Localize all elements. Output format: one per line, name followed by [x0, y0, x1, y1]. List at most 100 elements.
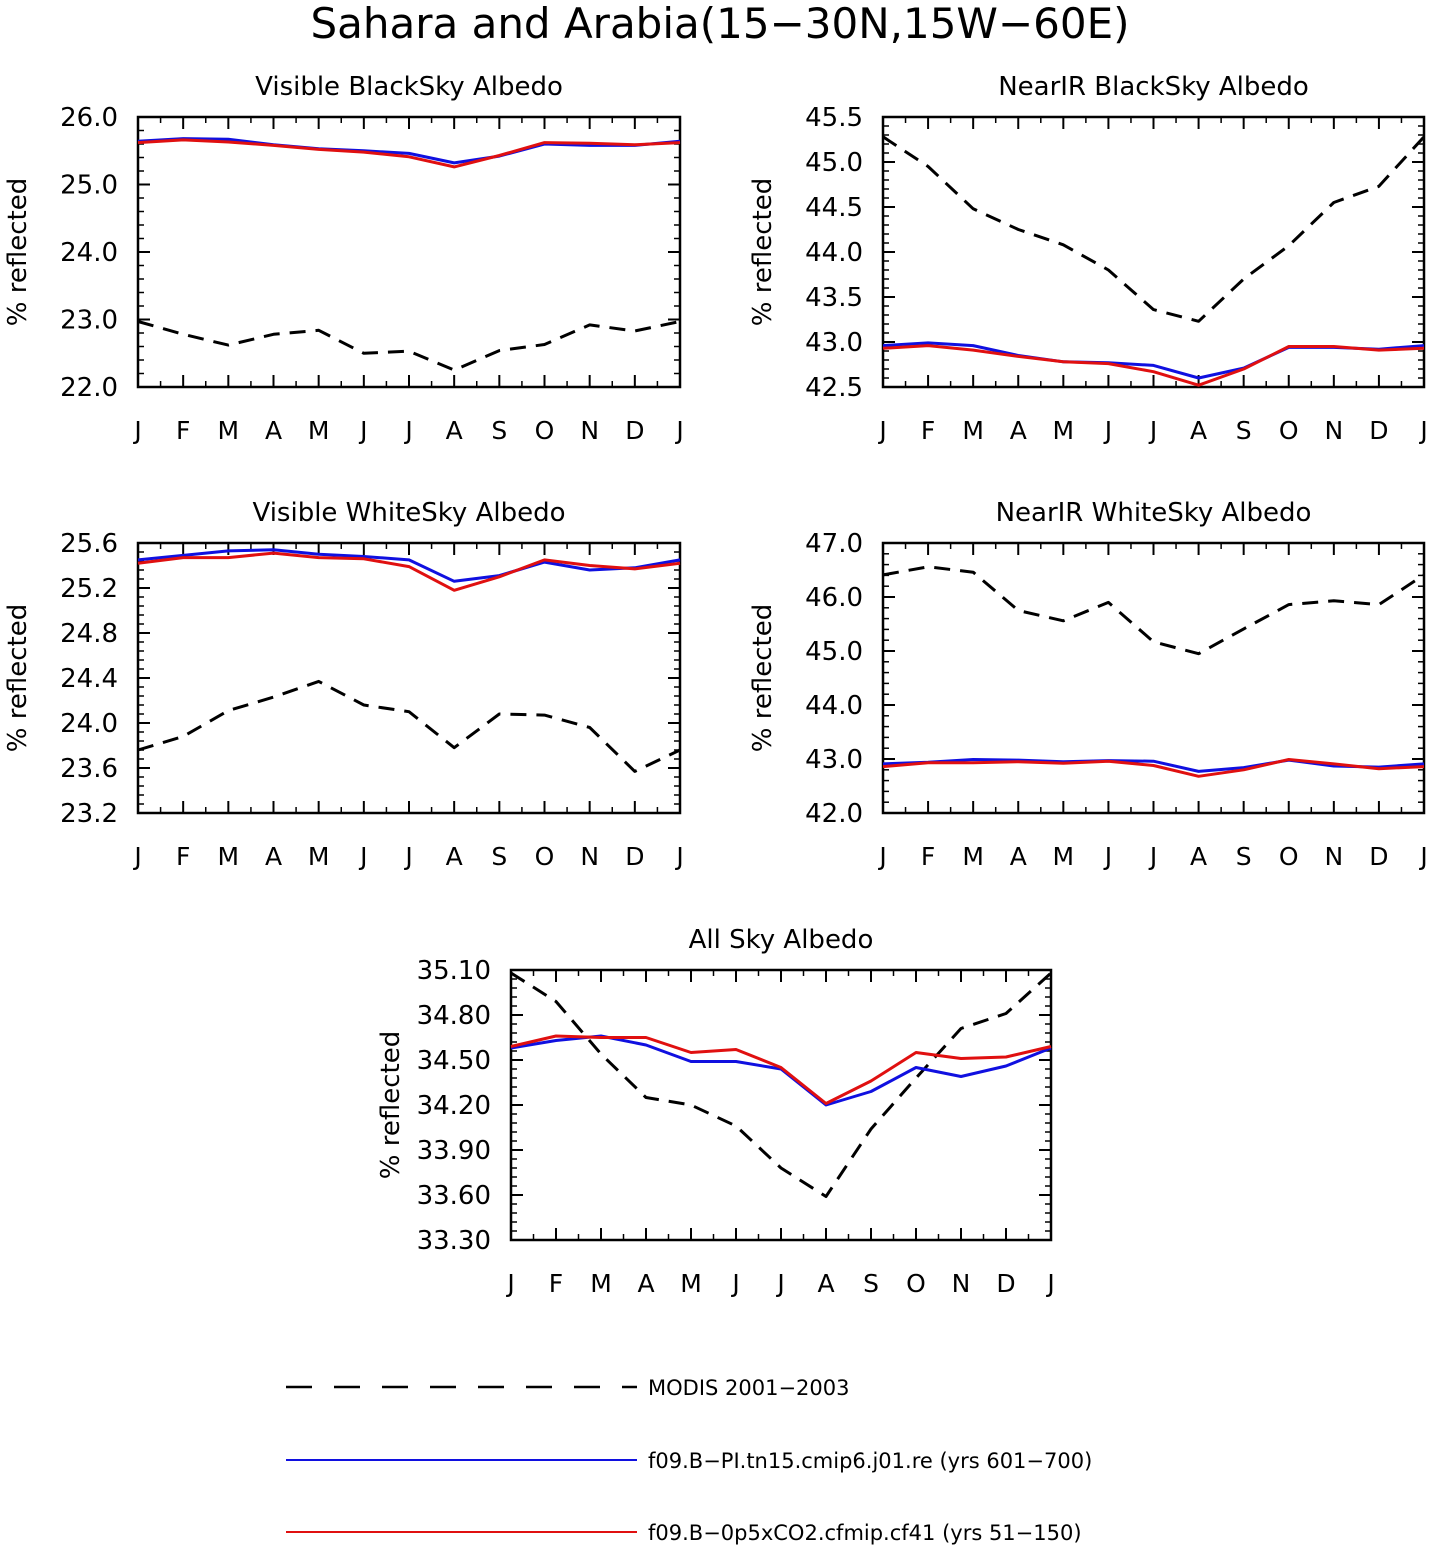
series-line-modis [510, 971, 1053, 1198]
x-tick-label: A [265, 416, 282, 445]
series-line-modis [137, 679, 681, 773]
legend-label-modis: MODIS 2001−2003 [648, 1376, 850, 1400]
x-tick-label: A [817, 1269, 834, 1298]
x-tick-label: A [446, 842, 463, 871]
chart-title: All Sky Albedo [689, 925, 874, 955]
x-tick-label: O [535, 842, 555, 871]
x-tick-label: D [625, 842, 644, 871]
series-line-co2 [137, 138, 681, 169]
x-tick-label: F [176, 416, 190, 445]
x-tick-label: J [132, 416, 141, 445]
x-tick-label: N [1324, 416, 1343, 445]
x-tick-label: A [1010, 416, 1027, 445]
x-tick-label: J [1148, 842, 1157, 871]
x-tick-label: J [1418, 416, 1427, 445]
chart-title: NearIR WhiteSky Albedo [996, 498, 1312, 528]
x-tick-label: A [1190, 416, 1207, 445]
y-tick-label: 23.0 [60, 306, 118, 336]
y-tick-label: 43.5 [805, 283, 863, 313]
x-tick-label: F [176, 842, 190, 871]
plot-frame [509, 968, 1053, 1242]
y-tick-label: 46.0 [805, 583, 863, 613]
series-line-pi [137, 548, 681, 583]
x-tick-label: J [358, 842, 367, 871]
legend: MODIS 2001−2003 f09.B−PI.tn15.cmip6.j01.r… [286, 1376, 1092, 1545]
y-tick-label: 24.4 [60, 664, 118, 694]
chart-title: Visible BlackSky Albedo [255, 72, 563, 102]
x-tick-label: J [1418, 842, 1427, 871]
x-tick-label: J [505, 1269, 514, 1298]
x-tick-label: S [491, 842, 507, 871]
y-tick-label: 23.2 [60, 799, 118, 829]
x-tick-label: A [637, 1269, 654, 1298]
x-tick-label: M [590, 1269, 612, 1298]
x-tick-label: O [906, 1269, 926, 1298]
series-line-modis [882, 565, 1425, 656]
x-tick-label: F [921, 416, 935, 445]
series-line-pi [137, 137, 681, 165]
series-line-modis [137, 320, 681, 372]
y-tick-label: 23.6 [60, 754, 118, 784]
y-tick-label: 44.0 [805, 691, 863, 721]
y-tick-label: 25.6 [60, 529, 118, 559]
x-tick-label: O [1279, 416, 1299, 445]
plot-frame [136, 541, 682, 815]
x-tick-label: N [580, 416, 599, 445]
x-tick-label: N [952, 1269, 971, 1298]
y-tick-label: 45.5 [805, 103, 863, 133]
y-tick-label: 33.30 [417, 1226, 491, 1256]
y-tick-label: 34.80 [417, 1001, 491, 1031]
y-tick-label: 35.10 [417, 956, 491, 986]
x-tick-label: S [1236, 416, 1252, 445]
x-tick-label: D [625, 416, 644, 445]
x-tick-label: D [1369, 842, 1388, 871]
x-tick-label: M [962, 842, 984, 871]
y-axis-label: % reflected [748, 604, 778, 752]
x-tick-label: J [730, 1269, 739, 1298]
y-tick-label: 33.90 [417, 1136, 491, 1166]
x-tick-label: J [1045, 1269, 1054, 1298]
x-tick-label: N [1324, 842, 1343, 871]
x-tick-label: S [863, 1269, 879, 1298]
series-line-co2 [882, 344, 1425, 387]
y-tick-label: 34.50 [417, 1046, 491, 1076]
legend-label-pi: f09.B−PI.tn15.cmip6.j01.re (yrs 601−700) [648, 1449, 1092, 1473]
x-tick-label: J [1103, 416, 1112, 445]
y-tick-label: 44.0 [805, 238, 863, 268]
x-tick-label: D [996, 1269, 1015, 1298]
y-tick-label: 24.8 [60, 619, 118, 649]
x-tick-label: A [265, 842, 282, 871]
x-tick-label: M [680, 1269, 702, 1298]
x-tick-label: D [1369, 416, 1388, 445]
plot-frame [881, 541, 1426, 815]
x-tick-label: M [962, 416, 984, 445]
x-tick-label: F [549, 1269, 563, 1298]
x-tick-label: N [580, 842, 599, 871]
y-axis-label: % reflected [3, 604, 33, 752]
y-tick-label: 44.5 [805, 193, 863, 223]
y-axis-label: % reflected [3, 178, 33, 326]
y-axis-label: % reflected [376, 1031, 406, 1179]
x-tick-label: J [674, 842, 683, 871]
y-tick-label: 47.0 [805, 529, 863, 559]
series-line-modis [882, 135, 1426, 323]
y-tick-label: 33.60 [417, 1181, 491, 1211]
x-tick-label: A [1190, 842, 1207, 871]
x-tick-label: J [1148, 416, 1157, 445]
x-tick-label: J [358, 416, 367, 445]
x-tick-label: A [446, 416, 463, 445]
x-tick-label: A [1010, 842, 1027, 871]
series-line-co2 [137, 551, 681, 592]
x-tick-label: O [1279, 842, 1299, 871]
x-tick-label: F [921, 842, 935, 871]
y-tick-label: 43.0 [805, 328, 863, 358]
x-tick-label: J [877, 416, 886, 445]
x-tick-label: M [218, 842, 240, 871]
series-line-co2 [510, 1034, 1052, 1105]
x-tick-label: M [1053, 842, 1075, 871]
x-tick-label: S [1236, 842, 1252, 871]
